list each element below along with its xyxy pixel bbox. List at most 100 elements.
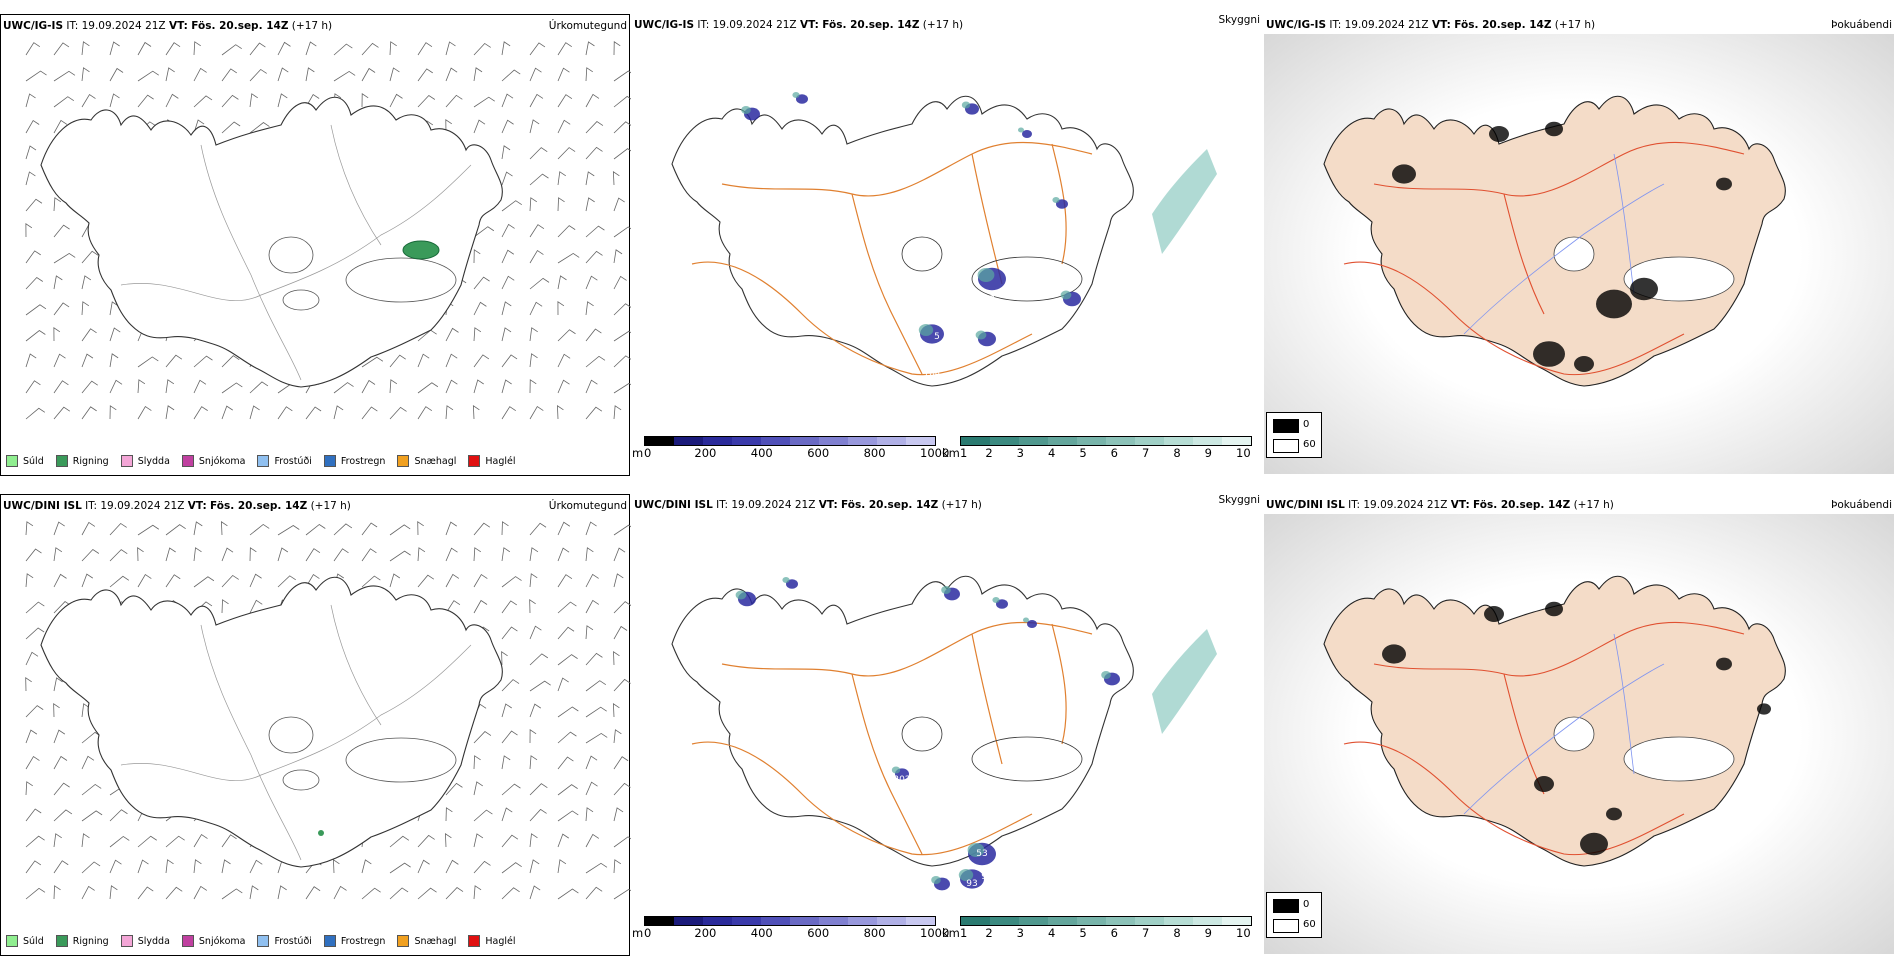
wind-barb	[361, 406, 378, 420]
wind-barb	[361, 887, 381, 900]
wind-barb	[109, 549, 128, 562]
wind-barb	[417, 834, 435, 848]
wind-barb	[81, 275, 92, 290]
wind-barb	[25, 573, 34, 588]
glacier-outline	[282, 289, 320, 311]
wind-barb	[305, 548, 321, 562]
colorbar-gradient	[960, 436, 1252, 446]
legend-label: Rigning	[72, 935, 109, 947]
wind-barb	[585, 807, 594, 822]
fog-legend-swatch	[1273, 899, 1299, 913]
wind-barb	[193, 406, 208, 420]
wind-barb	[137, 835, 157, 848]
wind-barb	[612, 703, 620, 718]
wind-barb	[277, 93, 288, 108]
wind-barb	[25, 276, 44, 290]
visibility-area	[891, 766, 901, 774]
wind-barb	[473, 327, 482, 342]
river	[1613, 633, 1635, 775]
wind-barb	[613, 249, 623, 264]
wind-barb	[53, 252, 76, 264]
wind-barb	[529, 680, 551, 692]
wind-barb	[529, 327, 538, 342]
wind-barb	[585, 41, 595, 56]
wind-barb	[165, 886, 183, 900]
panel-title: UWC/IG-IS IT: 19.09.2024 21Z VT: Fös. 20…	[1266, 19, 1596, 31]
visibility-colorbar: km 1 2 3 4 5 6 7 8 9 10	[942, 916, 1252, 946]
wind-barb	[445, 547, 458, 562]
wind-barb	[585, 379, 598, 394]
road	[330, 604, 382, 726]
wind-barb	[165, 524, 186, 536]
legend-item: Snjókoma	[181, 935, 245, 947]
fog-spot	[1757, 703, 1771, 715]
legend-label: Frostregn	[340, 935, 386, 947]
wind-barb	[445, 327, 459, 342]
wind-barb	[137, 41, 152, 56]
wind-barb	[249, 523, 270, 536]
glacier	[1553, 716, 1595, 752]
wind-barb	[109, 67, 124, 82]
glacier-outline	[971, 736, 1083, 782]
visibility-area	[958, 869, 974, 881]
colorbar-tick: 1	[960, 926, 968, 940]
wind-barb	[501, 887, 520, 900]
wind-barb	[417, 94, 436, 108]
visibility-area	[741, 106, 751, 114]
wind-barb	[557, 379, 570, 394]
wind-barb	[361, 379, 376, 394]
wind-barb	[472, 405, 480, 420]
ring-road	[721, 141, 1093, 197]
wind-barb	[25, 677, 32, 692]
colorbar-tick: 800	[863, 926, 886, 940]
wind-barb	[501, 626, 518, 640]
wind-barb	[445, 807, 453, 822]
colorbar-tick: 2	[985, 446, 993, 460]
wind-barb	[81, 783, 102, 796]
wind-barb	[445, 521, 457, 536]
wind-barb	[53, 42, 70, 56]
wind-barb	[473, 354, 490, 368]
wind-barb	[529, 573, 538, 588]
wind-barb	[473, 67, 483, 82]
wind-barb	[613, 303, 631, 316]
wind-barb	[25, 756, 40, 770]
wind-barb	[529, 755, 538, 770]
coastline	[40, 576, 503, 868]
wind-barb	[81, 406, 97, 420]
wind-barb	[501, 354, 518, 368]
fog-spot	[1382, 644, 1406, 664]
wind-barb	[221, 599, 229, 614]
colorbar-unit: km	[942, 926, 960, 940]
wind-barb	[109, 41, 120, 56]
ring-road	[691, 741, 1033, 856]
legend-item: Snæhagl	[397, 455, 456, 467]
wind-barb	[221, 888, 243, 900]
wind-barb	[333, 548, 349, 562]
wind-barb	[361, 356, 384, 368]
colorbar-tick: 1000	[920, 926, 950, 940]
wind-barb	[25, 250, 41, 264]
wind-barb	[557, 301, 565, 316]
wind-barb	[25, 521, 34, 536]
wind-barb	[137, 70, 159, 82]
wind-barb	[389, 887, 409, 900]
wind-barb	[277, 525, 300, 536]
colorbar-tick: 7	[1142, 446, 1150, 460]
rivers	[1463, 633, 1665, 815]
wind-barb	[473, 119, 486, 134]
cloud-base-area	[1022, 130, 1032, 138]
wind-barb	[361, 42, 379, 56]
wind-barb	[529, 522, 547, 536]
wind-barb	[277, 41, 291, 56]
wind-barb	[249, 42, 266, 56]
wind-barb	[557, 225, 576, 238]
wind-barb	[53, 380, 69, 394]
wind-barb	[333, 885, 347, 900]
panel-title: UWC/DINI ISL IT: 19.09.2024 21Z VT: Fös.…	[1266, 499, 1614, 511]
coastline	[671, 575, 1134, 867]
wind-barb	[417, 406, 433, 420]
map-layer	[40, 96, 503, 388]
cloud-base-area	[1027, 620, 1037, 628]
fog-spot	[1606, 807, 1622, 821]
